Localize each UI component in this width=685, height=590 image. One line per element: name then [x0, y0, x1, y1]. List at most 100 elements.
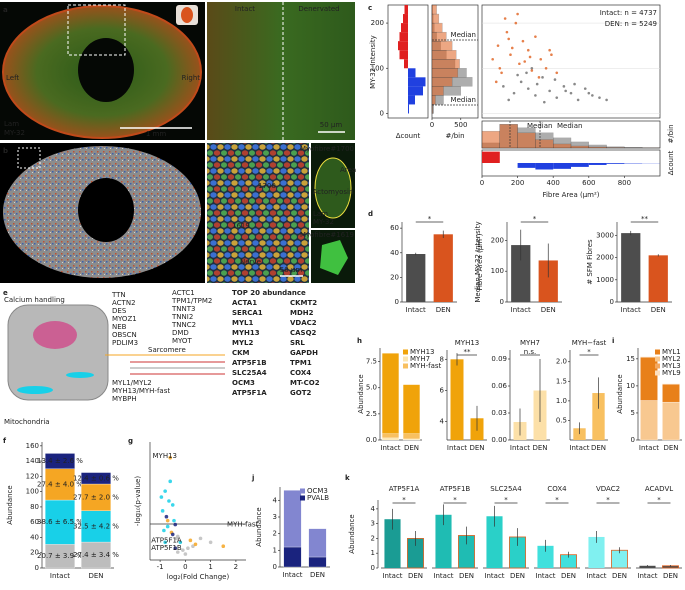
- bar-segment: [381, 433, 400, 439]
- bar-segment: [308, 528, 327, 558]
- gene-label: TNNC2: [171, 321, 196, 329]
- hist-bar: [553, 143, 572, 149]
- point-label: MYH13: [153, 452, 178, 460]
- gene-label: VDAC2: [290, 319, 317, 327]
- scatter-point: [548, 48, 551, 52]
- scatter-point: [509, 53, 512, 57]
- legend-entry: PVALB: [307, 494, 329, 502]
- delta-bar: [408, 86, 423, 96]
- volcano-point: [168, 479, 173, 484]
- gene-label: MDH2: [290, 309, 314, 317]
- y-axis-label: # SFM Fibres: [586, 239, 594, 285]
- volcano-point: [188, 538, 193, 543]
- scatter-point: [562, 85, 566, 88]
- y-tick-label: 3: [273, 513, 277, 521]
- scatter-point: [564, 89, 567, 93]
- scatter-point: [496, 44, 500, 47]
- delta-bar: [404, 59, 408, 69]
- gene-label: MYL1: [232, 319, 253, 327]
- y-tick-label: 2: [371, 534, 375, 542]
- y-tick-label: 8: [440, 355, 444, 363]
- hist-bar: [535, 139, 554, 149]
- cell-label: 1619: [232, 222, 250, 230]
- gene-label: TPM1/TPM2: [171, 297, 212, 305]
- y-tick-label: 2.0: [556, 358, 567, 366]
- y-tick-label: 2: [273, 530, 277, 538]
- y-tick-label: 40: [30, 533, 39, 541]
- volcano-point: [191, 544, 195, 549]
- bar: [537, 545, 554, 568]
- inset-label: Actomyosin: [313, 188, 354, 196]
- gene-label: SLC25A4: [232, 369, 267, 377]
- y-tick-label: 10: [626, 382, 635, 390]
- scatter-point: [537, 76, 541, 79]
- delta-bar: [408, 68, 416, 78]
- volcano-point: [172, 518, 176, 523]
- delta-bar: [482, 151, 500, 163]
- bar-segment: [381, 437, 400, 441]
- y-tick-label: 4: [371, 505, 376, 513]
- volcano-point: [162, 528, 166, 533]
- x-tick-label: Intact: [406, 306, 426, 314]
- y-tick-label: 0.5: [556, 416, 567, 424]
- y-tick-label: 0.00: [491, 436, 507, 444]
- segment-label: 38.6 ± 6.5 %: [37, 518, 83, 526]
- volcano-point: [159, 495, 164, 499]
- sig-label: *: [533, 215, 537, 223]
- legend-entry: OCM3: [307, 487, 328, 495]
- gene-label: MYOT: [172, 337, 192, 345]
- y-tick-label: 100: [26, 488, 39, 496]
- scatter-point: [534, 35, 537, 38]
- delta-bar: [535, 163, 554, 170]
- volcano-point: [170, 532, 175, 537]
- sig-label: *: [504, 496, 508, 504]
- gene-label: OCM3: [232, 379, 255, 387]
- delta-bar: [606, 163, 625, 164]
- delta-bar: [553, 163, 571, 169]
- panel-label: g: [128, 437, 133, 445]
- scatter-point: [516, 73, 519, 77]
- list-title: TOP 20 abundance: [232, 289, 306, 297]
- delta-bar: [408, 95, 415, 105]
- channel-label: Lam: [313, 210, 328, 218]
- chart-title: ATP5F1A: [389, 485, 420, 493]
- bar-segment: [81, 483, 111, 511]
- hist-bar: [499, 124, 518, 149]
- x-tick-label: Intact: [637, 572, 657, 580]
- y-tick-label: 6: [440, 386, 445, 394]
- x-tick-label: DEN: [436, 306, 451, 314]
- delta-bar: [408, 104, 409, 114]
- delta-bar: [398, 41, 408, 51]
- x-axis-label: Fibre Area (µm²): [542, 191, 599, 199]
- gene-label: GAPDH: [290, 349, 318, 357]
- y-tick-label: 0: [273, 563, 277, 571]
- y-axis-label: Fibre Area (µm²): [476, 233, 484, 290]
- chart-title: MYH−fast: [572, 339, 607, 347]
- scatter-point: [523, 60, 527, 63]
- y-tick-label: 40: [390, 249, 399, 257]
- scatter-point: [507, 98, 511, 102]
- sig-label: *: [606, 496, 610, 504]
- scatter-point: [530, 69, 534, 72]
- volcano-point: [175, 550, 180, 554]
- scatter-point: [591, 94, 594, 97]
- scatter-point: [503, 17, 507, 20]
- bar-segment: [45, 453, 75, 469]
- legend-entry: DEN: n = 5249: [605, 20, 657, 28]
- inset-label: Area: [340, 166, 356, 174]
- gene-label: MYBPH: [112, 395, 137, 403]
- bar-segment: [45, 499, 75, 545]
- x-tick-label: Intact: [380, 444, 400, 452]
- hist-bar: [431, 22, 443, 33]
- chart-title: MYH7: [520, 339, 540, 347]
- volcano-point: [173, 522, 178, 527]
- fibre-bundle: [7, 304, 225, 401]
- hist-bar: [431, 77, 453, 87]
- gene-label: MYH13: [232, 329, 260, 337]
- point-label: MYH-fast: [227, 521, 259, 529]
- scatter-point: [519, 80, 523, 84]
- sig-label: *: [428, 215, 432, 223]
- bar-segment: [283, 490, 302, 548]
- x-tick-label: 400: [547, 179, 560, 187]
